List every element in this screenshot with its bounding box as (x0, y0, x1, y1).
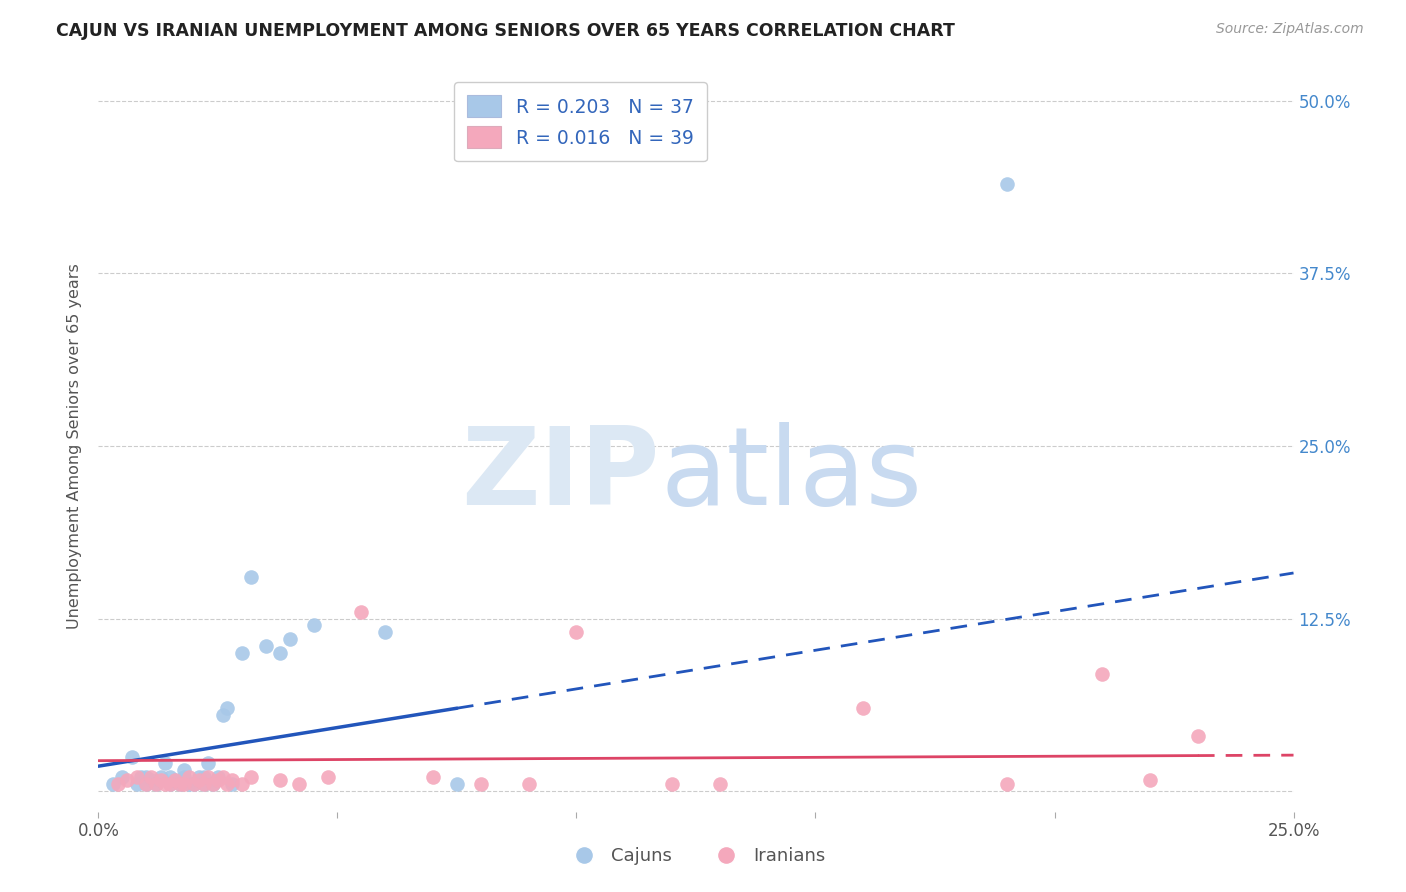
Point (278, 632, 301, 647)
Point (135, 777, 157, 791)
Point (125, 777, 148, 791)
Point (1187, 729, 1209, 743)
Point (240, 570, 263, 584)
Point (422, 770, 444, 784)
Point (207, 772, 229, 787)
Point (145, 777, 167, 791)
Text: ZIP: ZIP (461, 422, 661, 528)
Point (159, 770, 181, 784)
Point (661, 777, 683, 791)
Point (169, 777, 191, 791)
Point (193, 777, 215, 791)
Point (183, 777, 205, 791)
Point (159, 777, 181, 791)
Point (193, 770, 215, 784)
Point (269, 646, 291, 660)
Point (173, 770, 195, 784)
Point (202, 777, 225, 791)
Point (197, 770, 219, 784)
Text: Source: ZipAtlas.com: Source: ZipAtlas.com (1216, 22, 1364, 37)
Point (350, 605, 373, 619)
Point (240, 770, 263, 784)
Point (155, 756, 177, 771)
Point (221, 777, 243, 791)
Point (470, 777, 492, 791)
Point (131, 770, 153, 784)
Point (135, 770, 157, 784)
Point (995, 777, 1018, 791)
Point (179, 770, 201, 784)
Point (193, 777, 215, 791)
Point (179, 777, 201, 791)
Point (183, 777, 205, 791)
Point (107, 777, 129, 791)
Point (1091, 666, 1114, 681)
Point (173, 764, 195, 778)
Point (163, 772, 186, 787)
Point (163, 772, 186, 787)
Point (125, 770, 148, 784)
Point (207, 770, 229, 784)
Point (517, 777, 540, 791)
Point (217, 777, 239, 791)
Point (115, 772, 138, 787)
Point (139, 772, 162, 787)
Point (169, 777, 191, 791)
Point (211, 770, 233, 784)
Point (1139, 772, 1161, 787)
Point (709, 777, 731, 791)
Point (111, 770, 134, 784)
Point (374, 625, 396, 640)
Text: CAJUN VS IRANIAN UNEMPLOYMENT AMONG SENIORS OVER 65 YEARS CORRELATION CHART: CAJUN VS IRANIAN UNEMPLOYMENT AMONG SENI… (56, 22, 955, 40)
Point (231, 777, 253, 791)
Point (159, 777, 181, 791)
Point (995, 177, 1018, 191)
Point (221, 772, 243, 787)
Y-axis label: Unemployment Among Seniors over 65 years: Unemployment Among Seniors over 65 years (67, 263, 83, 629)
Point (135, 777, 157, 791)
Point (288, 777, 311, 791)
Text: atlas: atlas (661, 422, 922, 528)
Point (565, 625, 588, 640)
Point (211, 708, 233, 723)
Point (101, 777, 124, 791)
Point (187, 770, 209, 784)
Point (446, 777, 468, 791)
Point (197, 756, 219, 771)
Point (139, 770, 162, 784)
Point (173, 777, 195, 791)
Point (302, 618, 325, 632)
Point (852, 701, 875, 715)
Point (316, 770, 339, 784)
Point (145, 777, 167, 791)
Point (231, 646, 253, 660)
Point (121, 749, 143, 764)
Point (149, 772, 172, 787)
Point (269, 772, 291, 787)
Point (155, 777, 177, 791)
Point (254, 639, 277, 653)
Point (149, 770, 172, 784)
Point (217, 701, 239, 715)
Point (187, 772, 209, 787)
Point (202, 777, 225, 791)
Legend: Cajuns, Iranians: Cajuns, Iranians (560, 839, 832, 872)
